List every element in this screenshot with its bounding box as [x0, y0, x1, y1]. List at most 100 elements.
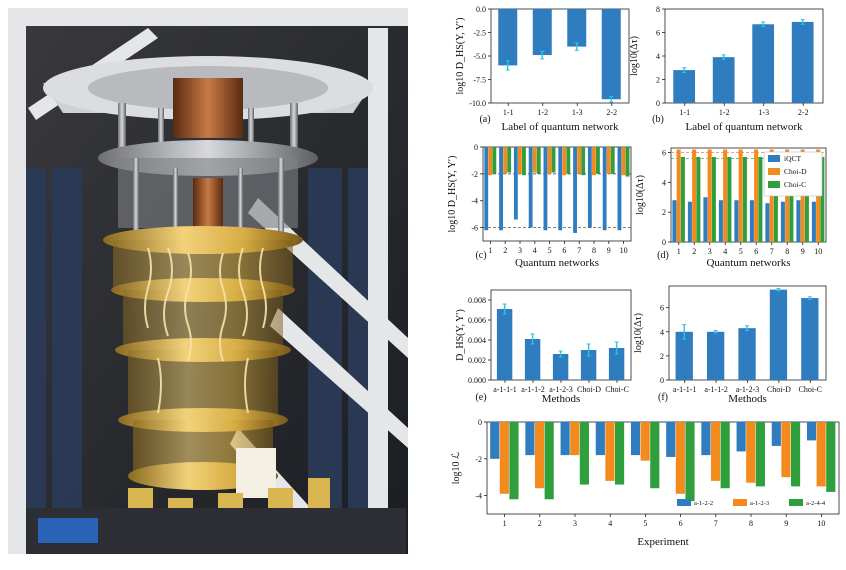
bar-d-s0-0: [672, 200, 677, 242]
bar-c-s1-7: [591, 147, 596, 176]
bar-g-s0-1: [525, 422, 535, 456]
chart-panel-f: 0 2 4 6 a-1-1-1 a-1-1-2 a-1-2-3 Choi-D Choi-C Met…: [633, 285, 827, 405]
x-tick-label: 8: [749, 519, 753, 528]
bar-c-s1-8: [606, 147, 611, 174]
bar-g-s2-7: [755, 422, 765, 487]
bar-e-s0-0: [496, 309, 513, 380]
bar-g-s1-1: [534, 422, 545, 489]
x-tick-label: a-1-2-3: [736, 385, 760, 394]
legend-swatch: [768, 181, 780, 188]
y-tick-label: -4: [475, 492, 482, 501]
bar-d-s0-3: [718, 200, 723, 242]
y-tick-label: -2.5: [473, 29, 486, 38]
legend-swatch: [789, 499, 803, 506]
x-tick-label: 9: [607, 246, 611, 255]
bar-c-s0-7: [587, 147, 592, 228]
y-tick-label: 2: [662, 208, 666, 217]
x-tick-label: 10: [817, 519, 825, 528]
x-tick-label: 2: [503, 246, 507, 255]
bar-a-s0-2: [567, 9, 587, 47]
x-tick-label: 1-2: [719, 108, 730, 117]
x-tick-label: 1-1: [503, 108, 514, 117]
bar-c-s1-3: [532, 147, 537, 173]
bar-g-s2-8: [791, 422, 801, 487]
bar-g-s0-5: [666, 422, 676, 457]
x-tick-label: 6: [679, 519, 683, 528]
x-tick-label: a-1-1-1: [673, 385, 697, 394]
bar-b-s0-2: [752, 24, 775, 103]
y-axis-label: log10 D_HS(Υ, Υ′): [447, 156, 458, 233]
x-tick-label: 7: [714, 519, 718, 528]
x-tick-label: 1-3: [758, 108, 769, 117]
y-tick-label: 0: [660, 376, 664, 385]
bar-c-s1-9: [621, 147, 626, 176]
x-tick-label: 2: [692, 247, 696, 256]
bar-g-s0-4: [630, 422, 641, 456]
y-tick-label: -2: [471, 170, 478, 179]
legend-swatch: [768, 155, 780, 162]
bar-a-s0-1: [532, 9, 552, 56]
x-axis-label: Quantum networks: [515, 257, 599, 269]
bar-g-s1-6: [710, 422, 721, 481]
bar-e-s0-3: [580, 350, 597, 380]
legend: iQCT Choi-D Choi-C: [763, 151, 823, 197]
bar-d-s2-2: [711, 156, 716, 242]
x-axis-label: Methods: [728, 393, 767, 405]
bar-d-s2-7: [789, 156, 794, 242]
bar-a-s0-0: [498, 9, 518, 66]
legend-swatch: [677, 499, 691, 506]
y-tick-label: 4: [662, 178, 666, 187]
x-tick-label: 4: [608, 519, 612, 528]
bar-g-s2-9: [826, 422, 836, 492]
panel-letter: (f): [658, 392, 668, 403]
x-tick-label: 9: [784, 519, 788, 528]
bar-d-s0-5: [749, 200, 754, 242]
y-axis-label: log10 D_HS(Υ, Υ′): [455, 18, 466, 95]
bar-d-s2-1: [696, 156, 701, 242]
y-tick-label: 6: [660, 304, 664, 313]
legend-entry: iQCT: [784, 154, 802, 163]
bar-c-s0-3: [528, 147, 533, 228]
bar-g-s2-1: [544, 422, 554, 500]
x-tick-label: 9: [801, 247, 805, 256]
x-tick-label: 6: [562, 246, 566, 255]
x-tick-label: 3: [708, 247, 712, 256]
bar-d-s2-3: [727, 156, 732, 242]
bar-g-s2-5: [685, 422, 695, 502]
bar-b-s0-3: [791, 21, 814, 103]
bar-f-s0-4: [801, 298, 819, 380]
legend: a-1-2-2 a-1-2-3 a-2-4-4: [677, 499, 826, 507]
y-axis-label: log10(Δτ): [629, 36, 640, 76]
bar-d-s0-7: [780, 201, 785, 242]
x-tick-label: 6: [754, 247, 758, 256]
x-tick-label: 8: [592, 246, 596, 255]
x-tick-label: 1: [488, 246, 492, 255]
axes-frame: [670, 147, 827, 243]
x-tick-label: 1-3: [572, 108, 583, 117]
x-tick-label: 7: [577, 246, 581, 255]
x-axis-label: Experiment: [637, 536, 688, 548]
bar-d-s1-2: [707, 149, 712, 242]
legend-entry: Choi-D: [784, 167, 807, 176]
x-tick-label: 10: [620, 246, 628, 255]
chart-panel-g: -4 -2 0 1 2 3 4 5 6 7 8 9 10 Experiment log10 ℒ a-1-2-2…: [451, 418, 840, 548]
bar-g-s0-7: [736, 422, 746, 452]
bar-g-s1-7: [746, 422, 756, 483]
panel-letter: (d): [657, 250, 669, 261]
bar-c-s0-4: [543, 147, 548, 231]
panel-letter: (e): [475, 392, 486, 403]
bar-f-s0-1: [706, 331, 725, 380]
x-tick-label: 3: [573, 519, 577, 528]
legend-swatch: [768, 168, 780, 175]
bar-c-s0-2: [513, 147, 518, 220]
bar-d-s0-6: [765, 203, 770, 242]
x-tick-label: 5: [739, 247, 743, 256]
x-tick-label: 2-2: [798, 108, 809, 117]
bar-c-s2-4: [551, 147, 556, 173]
bar-g-s1-2: [570, 422, 580, 456]
bar-c-s2-8: [610, 147, 615, 174]
y-tick-label: -5.0: [473, 52, 486, 61]
legend-entry: a-1-2-2: [694, 500, 713, 507]
y-axis-label: D_HS(Υ, Υ′): [455, 309, 466, 361]
